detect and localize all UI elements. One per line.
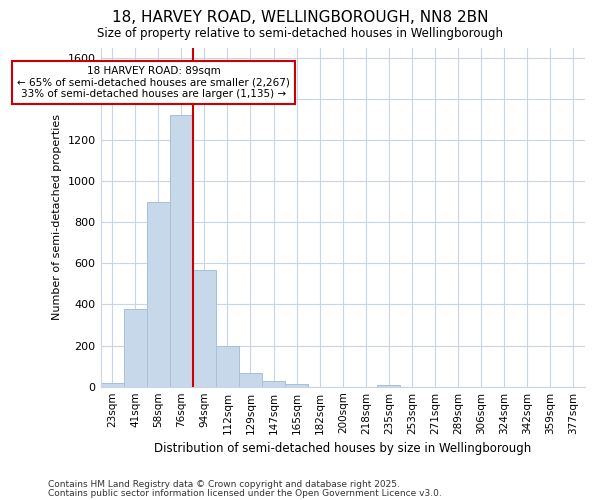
Bar: [216, 346, 239, 387]
Bar: [101, 382, 124, 386]
Bar: [124, 308, 146, 386]
Y-axis label: Number of semi-detached properties: Number of semi-detached properties: [52, 114, 62, 320]
Bar: [193, 270, 216, 386]
Bar: [377, 385, 400, 386]
Text: Contains public sector information licensed under the Open Government Licence v3: Contains public sector information licen…: [48, 488, 442, 498]
Bar: [285, 384, 308, 386]
Bar: [239, 374, 262, 386]
Bar: [262, 381, 285, 386]
Text: 18 HARVEY ROAD: 89sqm
← 65% of semi-detached houses are smaller (2,267)
33% of s: 18 HARVEY ROAD: 89sqm ← 65% of semi-deta…: [17, 66, 290, 99]
Text: Size of property relative to semi-detached houses in Wellingborough: Size of property relative to semi-detach…: [97, 28, 503, 40]
X-axis label: Distribution of semi-detached houses by size in Wellingborough: Distribution of semi-detached houses by …: [154, 442, 532, 455]
Bar: [146, 202, 170, 386]
Bar: [170, 116, 193, 386]
Text: Contains HM Land Registry data © Crown copyright and database right 2025.: Contains HM Land Registry data © Crown c…: [48, 480, 400, 489]
Text: 18, HARVEY ROAD, WELLINGBOROUGH, NN8 2BN: 18, HARVEY ROAD, WELLINGBOROUGH, NN8 2BN: [112, 10, 488, 25]
